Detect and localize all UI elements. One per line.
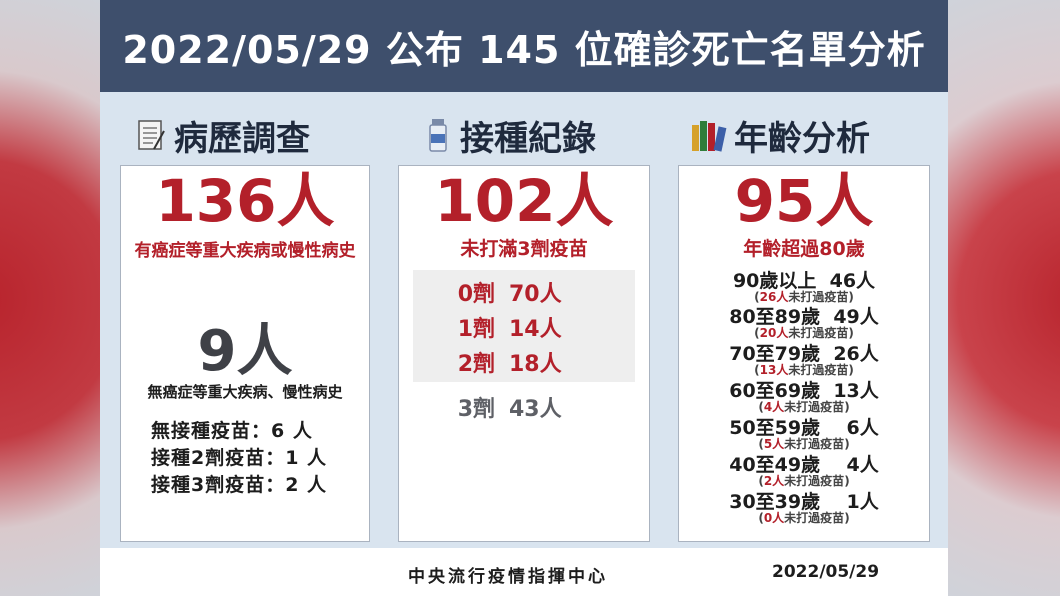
- section-title-label: 接種紀錄: [460, 118, 596, 159]
- section-title-label: 年齡分析: [734, 118, 870, 159]
- dose-highlight-box: [413, 270, 635, 382]
- age-unvax-note: (13人未打過疫苗): [754, 363, 854, 377]
- age-unvax-note: (20人未打過疫苗): [754, 326, 854, 340]
- dose-label: 1劑: [457, 317, 495, 342]
- dose-count: 14人: [509, 317, 562, 342]
- age-desc: 年齡超過80歲: [743, 238, 865, 260]
- infographic-card: 2022/05/29 公布 145 位確診死亡名單分析 病歷調查 接種紀錄: [100, 0, 948, 596]
- age-group: 70至79歲 26人: [729, 343, 879, 365]
- history-desc-secondary: 無癌症等重大疾病、慢性病史: [147, 383, 343, 401]
- history-line: 接種2劑疫苗：1 人: [151, 447, 328, 469]
- vaccine-vial-icon: [422, 117, 454, 153]
- history-desc-main: 有癌症等重大疾病或慢性病史: [134, 241, 356, 261]
- dose-row: 1劑 14人: [399, 311, 649, 343]
- dose-label: 3劑: [457, 397, 495, 422]
- dose-count: 43人: [509, 397, 562, 422]
- age-group: 80至89歲 49人: [729, 306, 879, 328]
- books-icon: [690, 117, 728, 153]
- history-panel: 136人 有癌症等重大疾病或慢性病史 9人 無癌症等重大疾病、慢性病史 無接種疫…: [120, 165, 370, 542]
- section-title-label: 病歷調查: [174, 118, 310, 159]
- dose-label: 2劑: [457, 352, 495, 377]
- document-icon: [136, 117, 168, 153]
- vaccine-panel: 102人 未打滿3劑疫苗 0劑 70人 1劑 14人 2劑 18人 3劑 43人: [398, 165, 650, 542]
- age-group: 90歲以上 46人: [732, 270, 876, 292]
- age-panel: 95人 年齡超過80歲 90歲以上 46人 (26人未打過疫苗) 80至89歲 …: [678, 165, 930, 542]
- dose-count: 18人: [509, 352, 562, 377]
- vaccine-count: 102人: [434, 167, 614, 235]
- age-group: 60至69歲 13人: [729, 380, 879, 402]
- background-left: [0, 0, 100, 596]
- history-count-secondary: 9人: [197, 319, 293, 384]
- age-count: 95人: [734, 167, 874, 235]
- footer: 中央流行疫情指揮中心 2022/05/29: [100, 548, 948, 596]
- section-title-age: 年齡分析: [690, 112, 870, 159]
- dose-row: 2劑 18人: [399, 346, 649, 378]
- dose-row: 3劑 43人: [399, 391, 649, 423]
- dose-row: 0劑 70人: [399, 276, 649, 308]
- history-line: 無接種疫苗：6 人: [151, 420, 313, 442]
- history-count-main: 136人: [155, 167, 335, 235]
- page-title: 2022/05/29 公布 145 位確診死亡名單分析: [100, 0, 948, 92]
- age-group: 30至39歲 1人: [729, 491, 879, 513]
- age-unvax-note: (4人未打過疫苗): [758, 400, 850, 414]
- age-unvax-note: (0人未打過疫苗): [758, 511, 850, 525]
- section-title-vaccine: 接種紀錄: [422, 112, 596, 159]
- age-unvax-note: (26人未打過疫苗): [754, 290, 854, 304]
- section-title-history: 病歷調查: [136, 112, 310, 159]
- footer-date: 2022/05/29: [772, 562, 880, 582]
- footer-org: 中央流行疫情指揮中心: [408, 567, 608, 587]
- dose-count: 70人: [509, 282, 562, 307]
- age-group: 50至59歲 6人: [729, 417, 879, 439]
- vaccine-desc: 未打滿3劑疫苗: [460, 238, 588, 260]
- age-unvax-note: (5人未打過疫苗): [758, 437, 850, 451]
- history-line: 接種3劑疫苗：2 人: [151, 474, 328, 496]
- background-right: [948, 0, 1060, 596]
- dose-label: 0劑: [457, 282, 495, 307]
- age-group: 40至49歲 4人: [729, 454, 879, 476]
- age-unvax-note: (2人未打過疫苗): [758, 474, 850, 488]
